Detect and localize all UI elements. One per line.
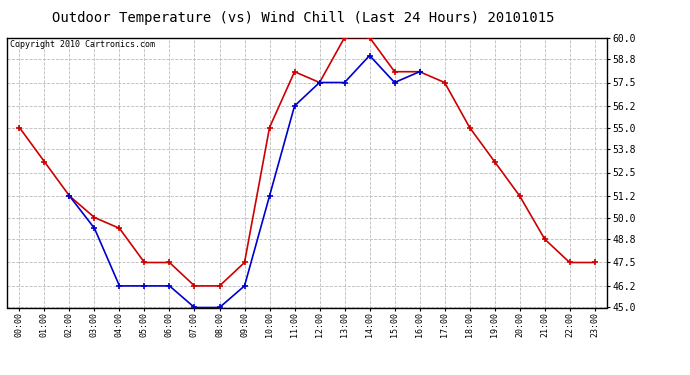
- Text: Copyright 2010 Cartronics.com: Copyright 2010 Cartronics.com: [10, 40, 155, 49]
- Text: Outdoor Temperature (vs) Wind Chill (Last 24 Hours) 20101015: Outdoor Temperature (vs) Wind Chill (Las…: [52, 11, 555, 25]
